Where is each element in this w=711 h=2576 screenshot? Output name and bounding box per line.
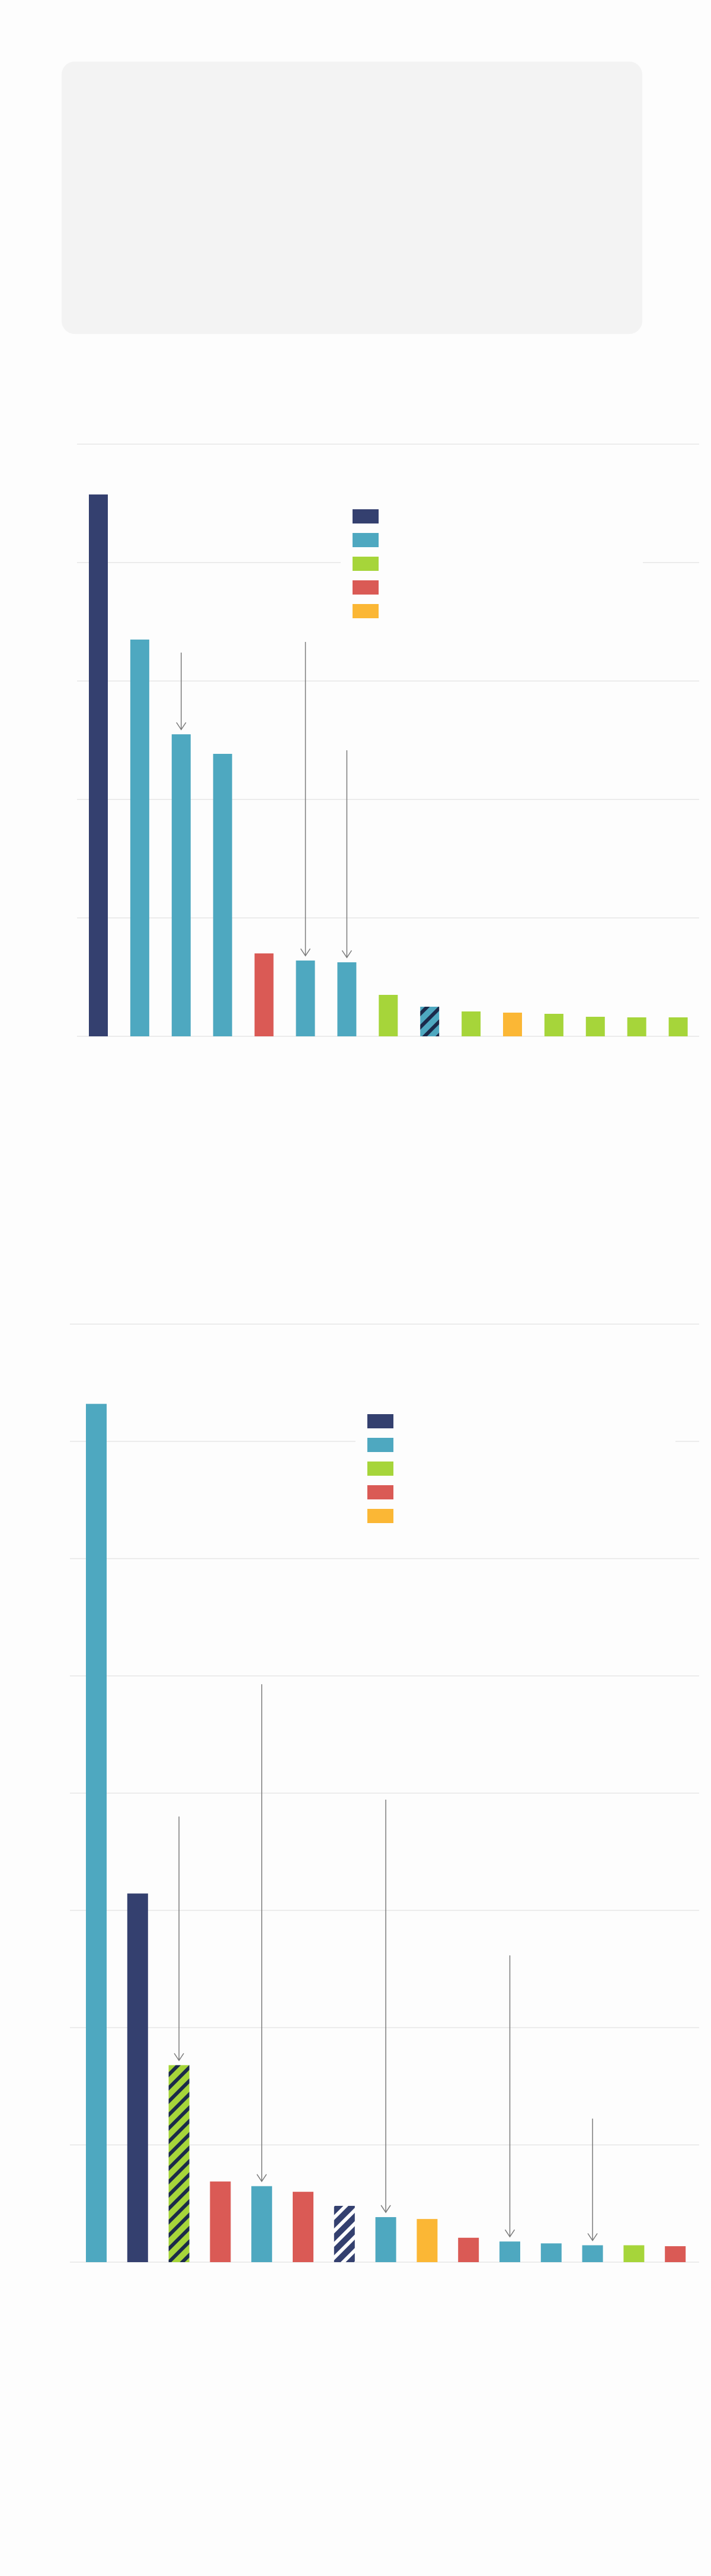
annotation-arrow [341, 750, 353, 959]
annotation-arrow [300, 642, 311, 957]
bar [585, 1017, 605, 1036]
bar [665, 2246, 686, 2262]
bar [130, 640, 149, 1036]
bar [582, 2245, 603, 2262]
legend-swatch [367, 1509, 393, 1523]
annotation-arrow [380, 1800, 391, 2214]
bar [127, 1893, 148, 2262]
legend-panel [356, 1390, 675, 1533]
bar [337, 962, 357, 1036]
bar [499, 2241, 520, 2262]
legend-swatch [353, 580, 379, 595]
bar [168, 2065, 190, 2262]
legend-swatch [353, 557, 379, 571]
bar [420, 1007, 440, 1036]
bar [86, 1403, 107, 2262]
legend-swatch [367, 1462, 393, 1476]
legend-swatch [353, 604, 379, 618]
bar-chart-2 [70, 1324, 699, 2263]
annotation-arrow [174, 1816, 184, 2061]
legend-panel [341, 486, 643, 628]
bar [296, 961, 315, 1036]
legend-swatch [367, 1438, 393, 1452]
bar [375, 2217, 396, 2262]
legend-swatch [367, 1485, 393, 1499]
annotation-arrow [257, 1684, 267, 2183]
bar [668, 1017, 688, 1036]
annotation-arrow [176, 653, 187, 731]
legend-swatch [367, 1414, 393, 1428]
annotation-arrow [504, 1955, 515, 2238]
bar [251, 2186, 273, 2262]
bar [462, 1011, 481, 1036]
bar [544, 1014, 563, 1036]
intro-card [62, 62, 642, 334]
legend-swatch [353, 533, 379, 547]
bar [458, 2237, 479, 2262]
bar [623, 2245, 645, 2262]
bar-chart-1 [77, 444, 699, 1037]
bar [171, 734, 191, 1036]
bar [89, 494, 108, 1036]
bar [627, 1017, 646, 1036]
bar [334, 2205, 355, 2262]
annotation-arrow [587, 2118, 598, 2241]
legend-swatch [353, 509, 379, 523]
bar [417, 2219, 438, 2262]
bar [379, 995, 398, 1036]
bar [540, 2243, 562, 2262]
bar [293, 2192, 313, 2262]
bar [210, 2181, 231, 2262]
bar [213, 754, 232, 1036]
bar [254, 953, 274, 1036]
bar [503, 1013, 522, 1036]
